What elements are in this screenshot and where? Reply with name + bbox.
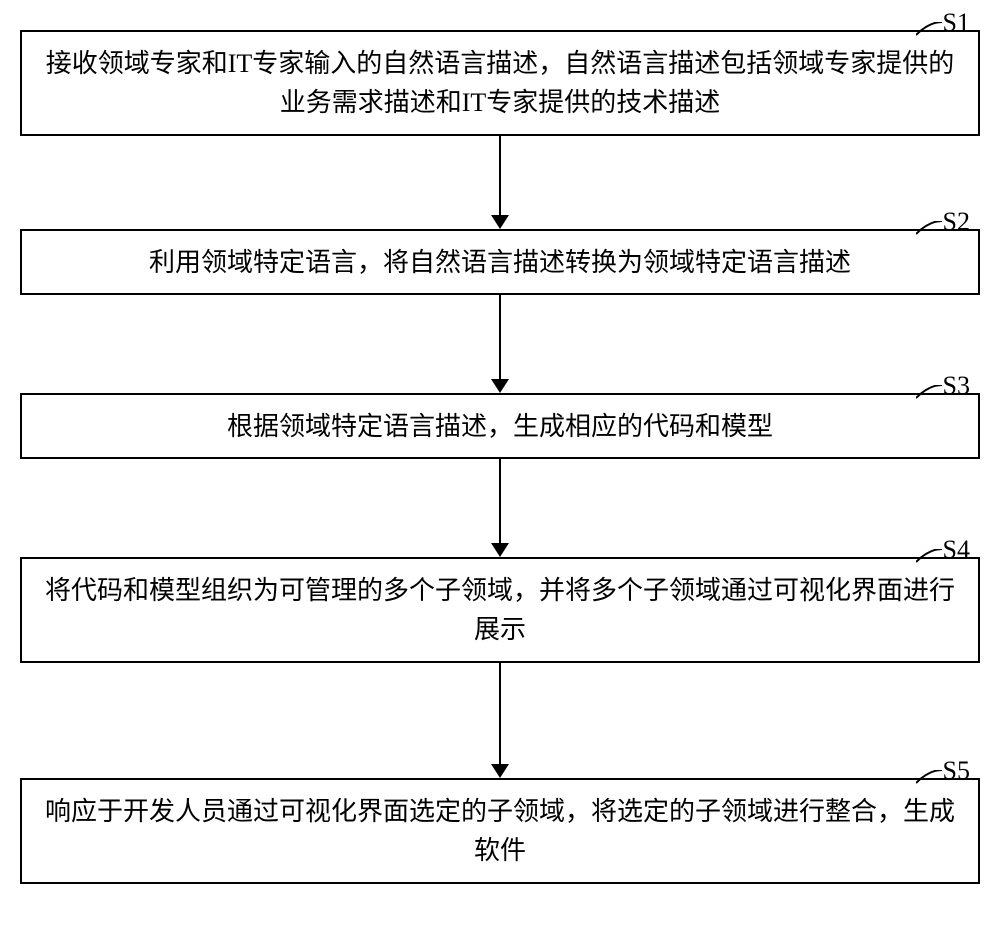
step-s4-box: 将代码和模型组织为可管理的多个子领域，并将多个子领域通过可视化界面进行展示 [20, 557, 980, 663]
step-s2-tick [916, 221, 942, 235]
step-s1-box: 接收领域专家和IT专家输入的自然语言描述，自然语言描述包括领域专家提供的业务需求… [20, 30, 980, 136]
step-s1-text: 接收领域专家和IT专家输入的自然语言描述，自然语言描述包括领域专家提供的业务需求… [42, 44, 958, 122]
step-s4-tick [916, 549, 942, 563]
step-s4-wrapper: S4 将代码和模型组织为可管理的多个子领域，并将多个子领域通过可视化界面进行展示 [0, 557, 1000, 663]
arrow-s2-s3 [490, 295, 510, 393]
flowchart-container: S1 接收领域专家和IT专家输入的自然语言描述，自然语言描述包括领域专家提供的业… [0, 0, 1000, 938]
step-s5-label: S5 [943, 756, 970, 786]
step-s2-box: 利用领域特定语言，将自然语言描述转换为领域特定语言描述 [20, 229, 980, 295]
arrow-s3-s4 [490, 459, 510, 557]
arrow-s4-s5 [490, 663, 510, 778]
step-s2-wrapper: S2 利用领域特定语言，将自然语言描述转换为领域特定语言描述 [0, 229, 1000, 295]
step-s4-label: S4 [943, 535, 970, 565]
arrow-s1-s2 [490, 136, 510, 229]
step-s2-label: S2 [943, 207, 970, 237]
step-s5-text: 响应于开发人员通过可视化界面选定的子领域，将选定的子领域进行整合，生成软件 [42, 792, 958, 870]
step-s5-box: 响应于开发人员通过可视化界面选定的子领域，将选定的子领域进行整合，生成软件 [20, 778, 980, 884]
step-s3-box: 根据领域特定语言描述，生成相应的代码和模型 [20, 393, 980, 459]
step-s1-tick [916, 22, 942, 36]
step-s4-text: 将代码和模型组织为可管理的多个子领域，并将多个子领域通过可视化界面进行展示 [42, 571, 958, 649]
step-s3-text: 根据领域特定语言描述，生成相应的代码和模型 [227, 407, 773, 446]
step-s1-label: S1 [943, 8, 970, 38]
step-s5-wrapper: S5 响应于开发人员通过可视化界面选定的子领域，将选定的子领域进行整合，生成软件 [0, 778, 1000, 884]
step-s1-wrapper: S1 接收领域专家和IT专家输入的自然语言描述，自然语言描述包括领域专家提供的业… [0, 30, 1000, 136]
step-s5-tick [916, 770, 942, 784]
step-s3-tick [916, 385, 942, 399]
step-s3-wrapper: S3 根据领域特定语言描述，生成相应的代码和模型 [0, 393, 1000, 459]
step-s3-label: S3 [943, 371, 970, 401]
step-s2-text: 利用领域特定语言，将自然语言描述转换为领域特定语言描述 [149, 243, 851, 282]
